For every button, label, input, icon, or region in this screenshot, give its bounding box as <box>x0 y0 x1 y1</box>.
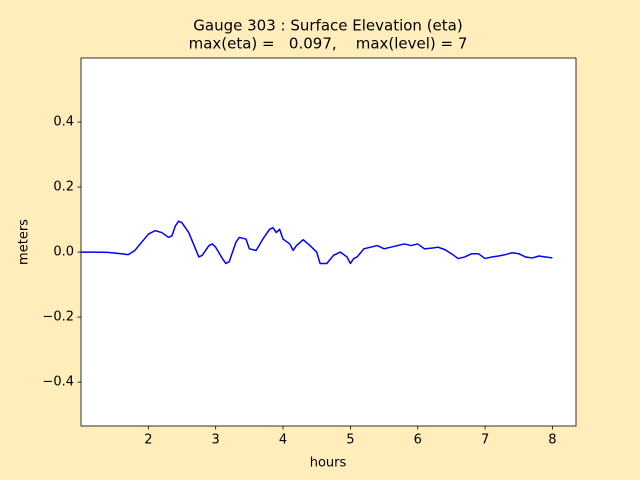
chart-subtitle: max(eta) = 0.097, max(level) = 7 <box>189 35 468 53</box>
y-tick-label: 0.4 <box>53 115 74 130</box>
x-tick-label: 6 <box>414 433 422 448</box>
y-tick-label: 0.0 <box>53 245 74 260</box>
axes-frame <box>80 57 577 427</box>
chart-title: Gauge 303 : Surface Elevation (eta) <box>193 17 462 35</box>
data-line <box>81 220 553 265</box>
y-tick-label: −0.4 <box>42 375 74 390</box>
y-tick-label: −0.2 <box>42 310 74 325</box>
x-axis-label: hours <box>310 456 347 471</box>
x-tick-label: 8 <box>548 433 556 448</box>
x-tick-label: 3 <box>212 433 220 448</box>
y-axis-label: meters <box>17 219 32 265</box>
x-tick-label: 2 <box>144 433 152 448</box>
plot-area <box>81 58 576 426</box>
x-tick-label: 4 <box>279 433 287 448</box>
x-tick-label: 5 <box>346 433 354 448</box>
x-tick-label: 7 <box>481 433 489 448</box>
y-tick-label: 0.2 <box>53 180 74 195</box>
